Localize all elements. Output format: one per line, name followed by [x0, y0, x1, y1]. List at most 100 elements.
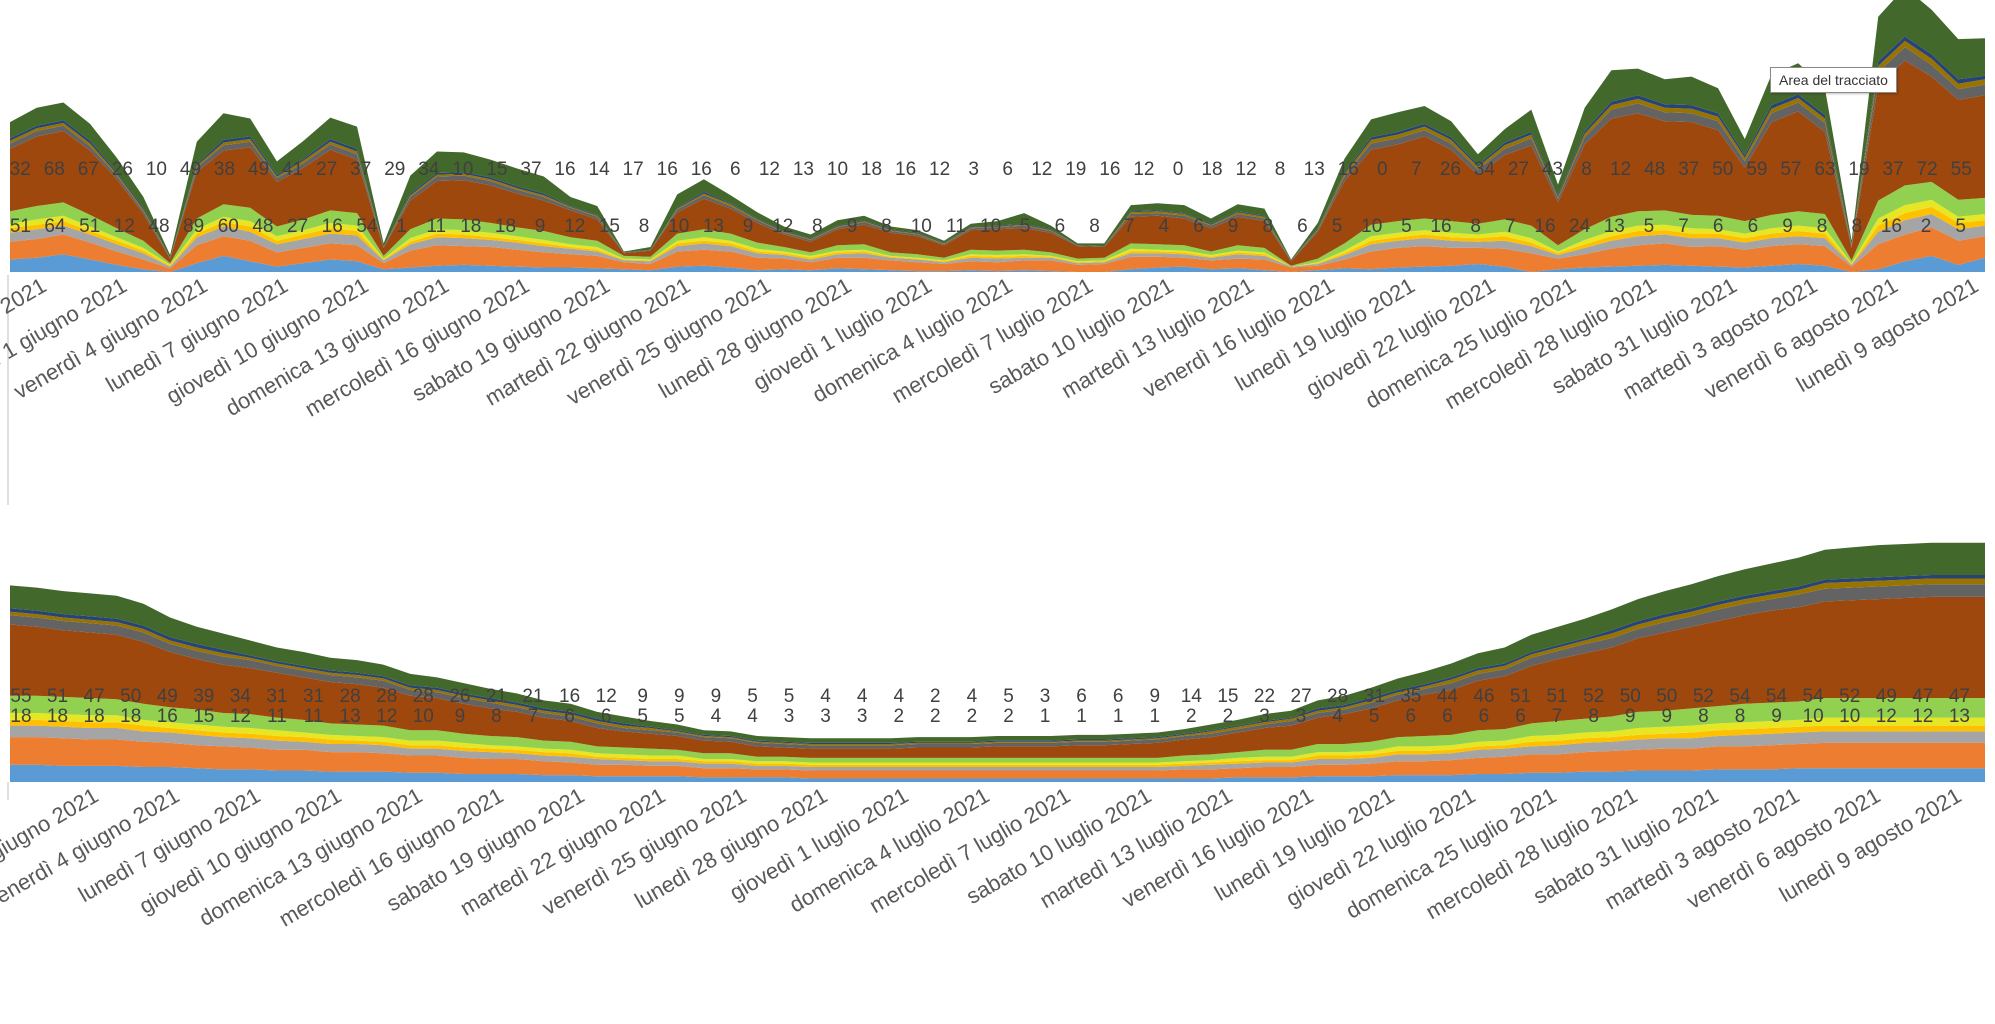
data-label: 51: [1510, 686, 1531, 707]
data-label: 34: [418, 159, 440, 180]
plot-area-tooltip: Area del tracciato: [1770, 67, 1897, 93]
data-label: 2: [1223, 706, 1234, 727]
data-label: 27: [1508, 159, 1529, 180]
data-label: 0: [1173, 159, 1184, 180]
data-label: 10: [146, 159, 167, 180]
data-label: 41: [282, 159, 303, 180]
data-label: 24: [1569, 216, 1591, 237]
data-label: 6: [1479, 706, 1490, 727]
data-label: 10: [668, 216, 689, 237]
data-label: 47: [84, 686, 105, 707]
data-label: 11: [304, 706, 324, 727]
data-label: 46: [1473, 686, 1494, 707]
data-label: 50: [1656, 686, 1677, 707]
data-label: 6: [1193, 216, 1204, 237]
data-label: 37: [1883, 159, 1904, 180]
data-label: 37: [1678, 159, 1699, 180]
data-label: 8: [1588, 706, 1599, 727]
data-label: 10: [911, 216, 932, 237]
area-series-2[interactable]: [10, 737, 1985, 779]
data-label: 12: [1912, 706, 1933, 727]
data-label: 12: [929, 159, 950, 180]
data-label: 6: [564, 706, 575, 727]
data-label: 35: [1400, 686, 1421, 707]
data-label: 6: [1113, 686, 1124, 707]
data-label: 54: [1803, 686, 1825, 707]
data-label: 49: [180, 159, 201, 180]
data-label: 8: [1817, 216, 1828, 237]
data-label: 4: [1332, 706, 1343, 727]
data-label: 3: [820, 706, 831, 727]
data-label: 51: [47, 686, 68, 707]
data-label: 12: [1876, 706, 1897, 727]
data-label: 12: [564, 216, 585, 237]
data-label: 6: [1055, 216, 1066, 237]
data-label: 7: [528, 706, 539, 727]
data-label: 6: [601, 706, 612, 727]
data-label: 15: [599, 216, 620, 237]
data-label: 13: [703, 216, 724, 237]
data-label: 5: [674, 706, 685, 727]
area-series-7[interactable]: [10, 596, 1985, 758]
data-label: 6: [1748, 216, 1759, 237]
data-label: 15: [193, 706, 214, 727]
data-label: 31: [303, 686, 324, 707]
data-label: 16: [554, 159, 575, 180]
data-label: 10: [1361, 216, 1382, 237]
data-label: 9: [1771, 706, 1782, 727]
data-label: 52: [1693, 686, 1714, 707]
data-label: 31: [1364, 686, 1385, 707]
data-label: 2: [1003, 706, 1014, 727]
data-label: 26: [449, 686, 470, 707]
data-label: 31: [266, 686, 287, 707]
data-label: 3: [1040, 686, 1051, 707]
area-series-3[interactable]: [10, 725, 1985, 771]
data-label: 10: [1839, 706, 1860, 727]
data-label: 18: [10, 706, 31, 727]
data-label: 8: [1263, 216, 1274, 237]
area-series-7[interactable]: [10, 60, 1985, 266]
data-label: 16: [1534, 216, 1555, 237]
data-label: 6: [1076, 686, 1087, 707]
data-label: 4: [967, 686, 978, 707]
data-label: 4: [894, 686, 905, 707]
data-label: 8: [491, 706, 502, 727]
data-label: 1: [1113, 706, 1124, 727]
data-label: 21: [486, 686, 507, 707]
data-label: 47: [1912, 686, 1933, 707]
data-label: 16: [691, 159, 712, 180]
data-label: 50: [1712, 159, 1733, 180]
data-label: 16: [657, 159, 678, 180]
data-label: 8: [1089, 216, 1100, 237]
area-series-2[interactable]: [10, 227, 1985, 272]
area-series-1[interactable]: [10, 764, 1985, 782]
data-label: 17: [623, 159, 644, 180]
area-series-6[interactable]: [10, 695, 1985, 763]
area-series-8[interactable]: [10, 584, 1985, 749]
area-series-10[interactable]: [10, 575, 1985, 744]
data-label: 16: [1338, 159, 1359, 180]
data-label: 5: [1401, 216, 1412, 237]
area-series-1[interactable]: [10, 254, 1985, 272]
data-label: 15: [1217, 686, 1238, 707]
data-label: 47: [1949, 686, 1970, 707]
data-label: 2: [1921, 216, 1932, 237]
area-series-11[interactable]: [10, 542, 1985, 743]
data-label: 9: [1782, 216, 1793, 237]
data-label: 9: [1228, 216, 1239, 237]
area-series-9[interactable]: [10, 578, 1985, 746]
data-label: 49: [1876, 686, 1897, 707]
area-chart-top[interactable]: 32 68 67 26 10 49 38 49 41 27 37 29 34 10 15 37 16 14 17 16…: [0, 0, 1985, 505]
data-label: 27: [316, 159, 337, 180]
data-label: 5: [1369, 706, 1380, 727]
data-label: 3: [857, 706, 868, 727]
area-chart-bottom[interactable]: 55 51 47 50 49 39 34 31 31 28 28 28 26 21 21 16 12 9 9 9 5 5 4…: [0, 542, 1985, 932]
data-label: 64: [44, 216, 66, 237]
data-label: 28: [413, 686, 434, 707]
data-label: 13: [1949, 706, 1970, 727]
data-label: 8: [881, 216, 892, 237]
data-label: 5: [1644, 216, 1655, 237]
data-label: 5: [637, 706, 648, 727]
data-label: 10: [827, 159, 848, 180]
data-label: 59: [1746, 159, 1767, 180]
